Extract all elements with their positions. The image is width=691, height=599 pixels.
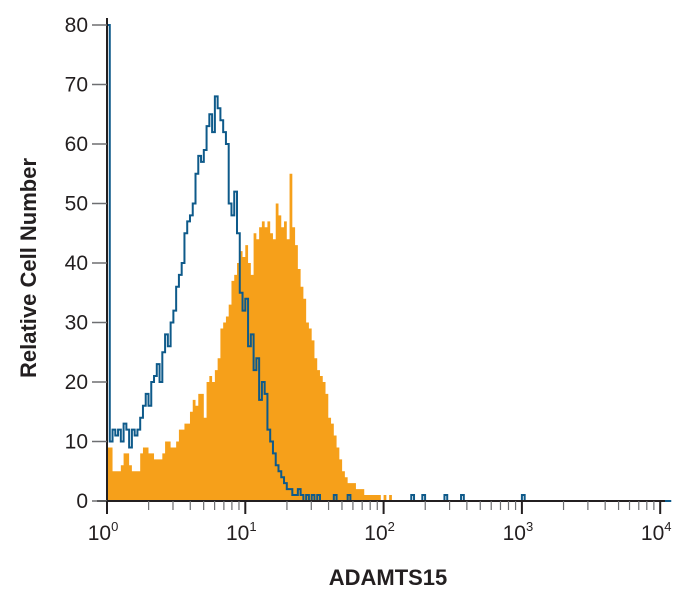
x-tick-label: 102: [364, 519, 395, 545]
y-tick-label: 20: [65, 371, 88, 394]
x-tick-label: 104: [641, 519, 672, 545]
x-tick-label: 103: [503, 519, 534, 545]
y-tick-label: 30: [65, 312, 88, 335]
axes: 0 10 20 30 40 50 60 70 80 100 101 102 103 104: [65, 14, 672, 545]
y-tick-label: 60: [65, 133, 88, 156]
histogram-series: [106, 24, 672, 502]
y-tick-label: 70: [65, 74, 88, 97]
y-tick-label: 10: [65, 431, 88, 454]
y-tick-label: 40: [65, 252, 88, 275]
x-axis-title: ADAMTS15: [329, 565, 448, 590]
y-tick-label: 0: [76, 490, 88, 513]
y-tick-label: 80: [65, 14, 88, 37]
y-tick-label: 50: [65, 193, 88, 216]
x-tick-label: 101: [226, 519, 257, 545]
x-tick-label: 100: [88, 519, 119, 545]
filled-histogram: [107, 173, 661, 501]
y-axis-title: Relative Cell Number: [16, 158, 41, 379]
